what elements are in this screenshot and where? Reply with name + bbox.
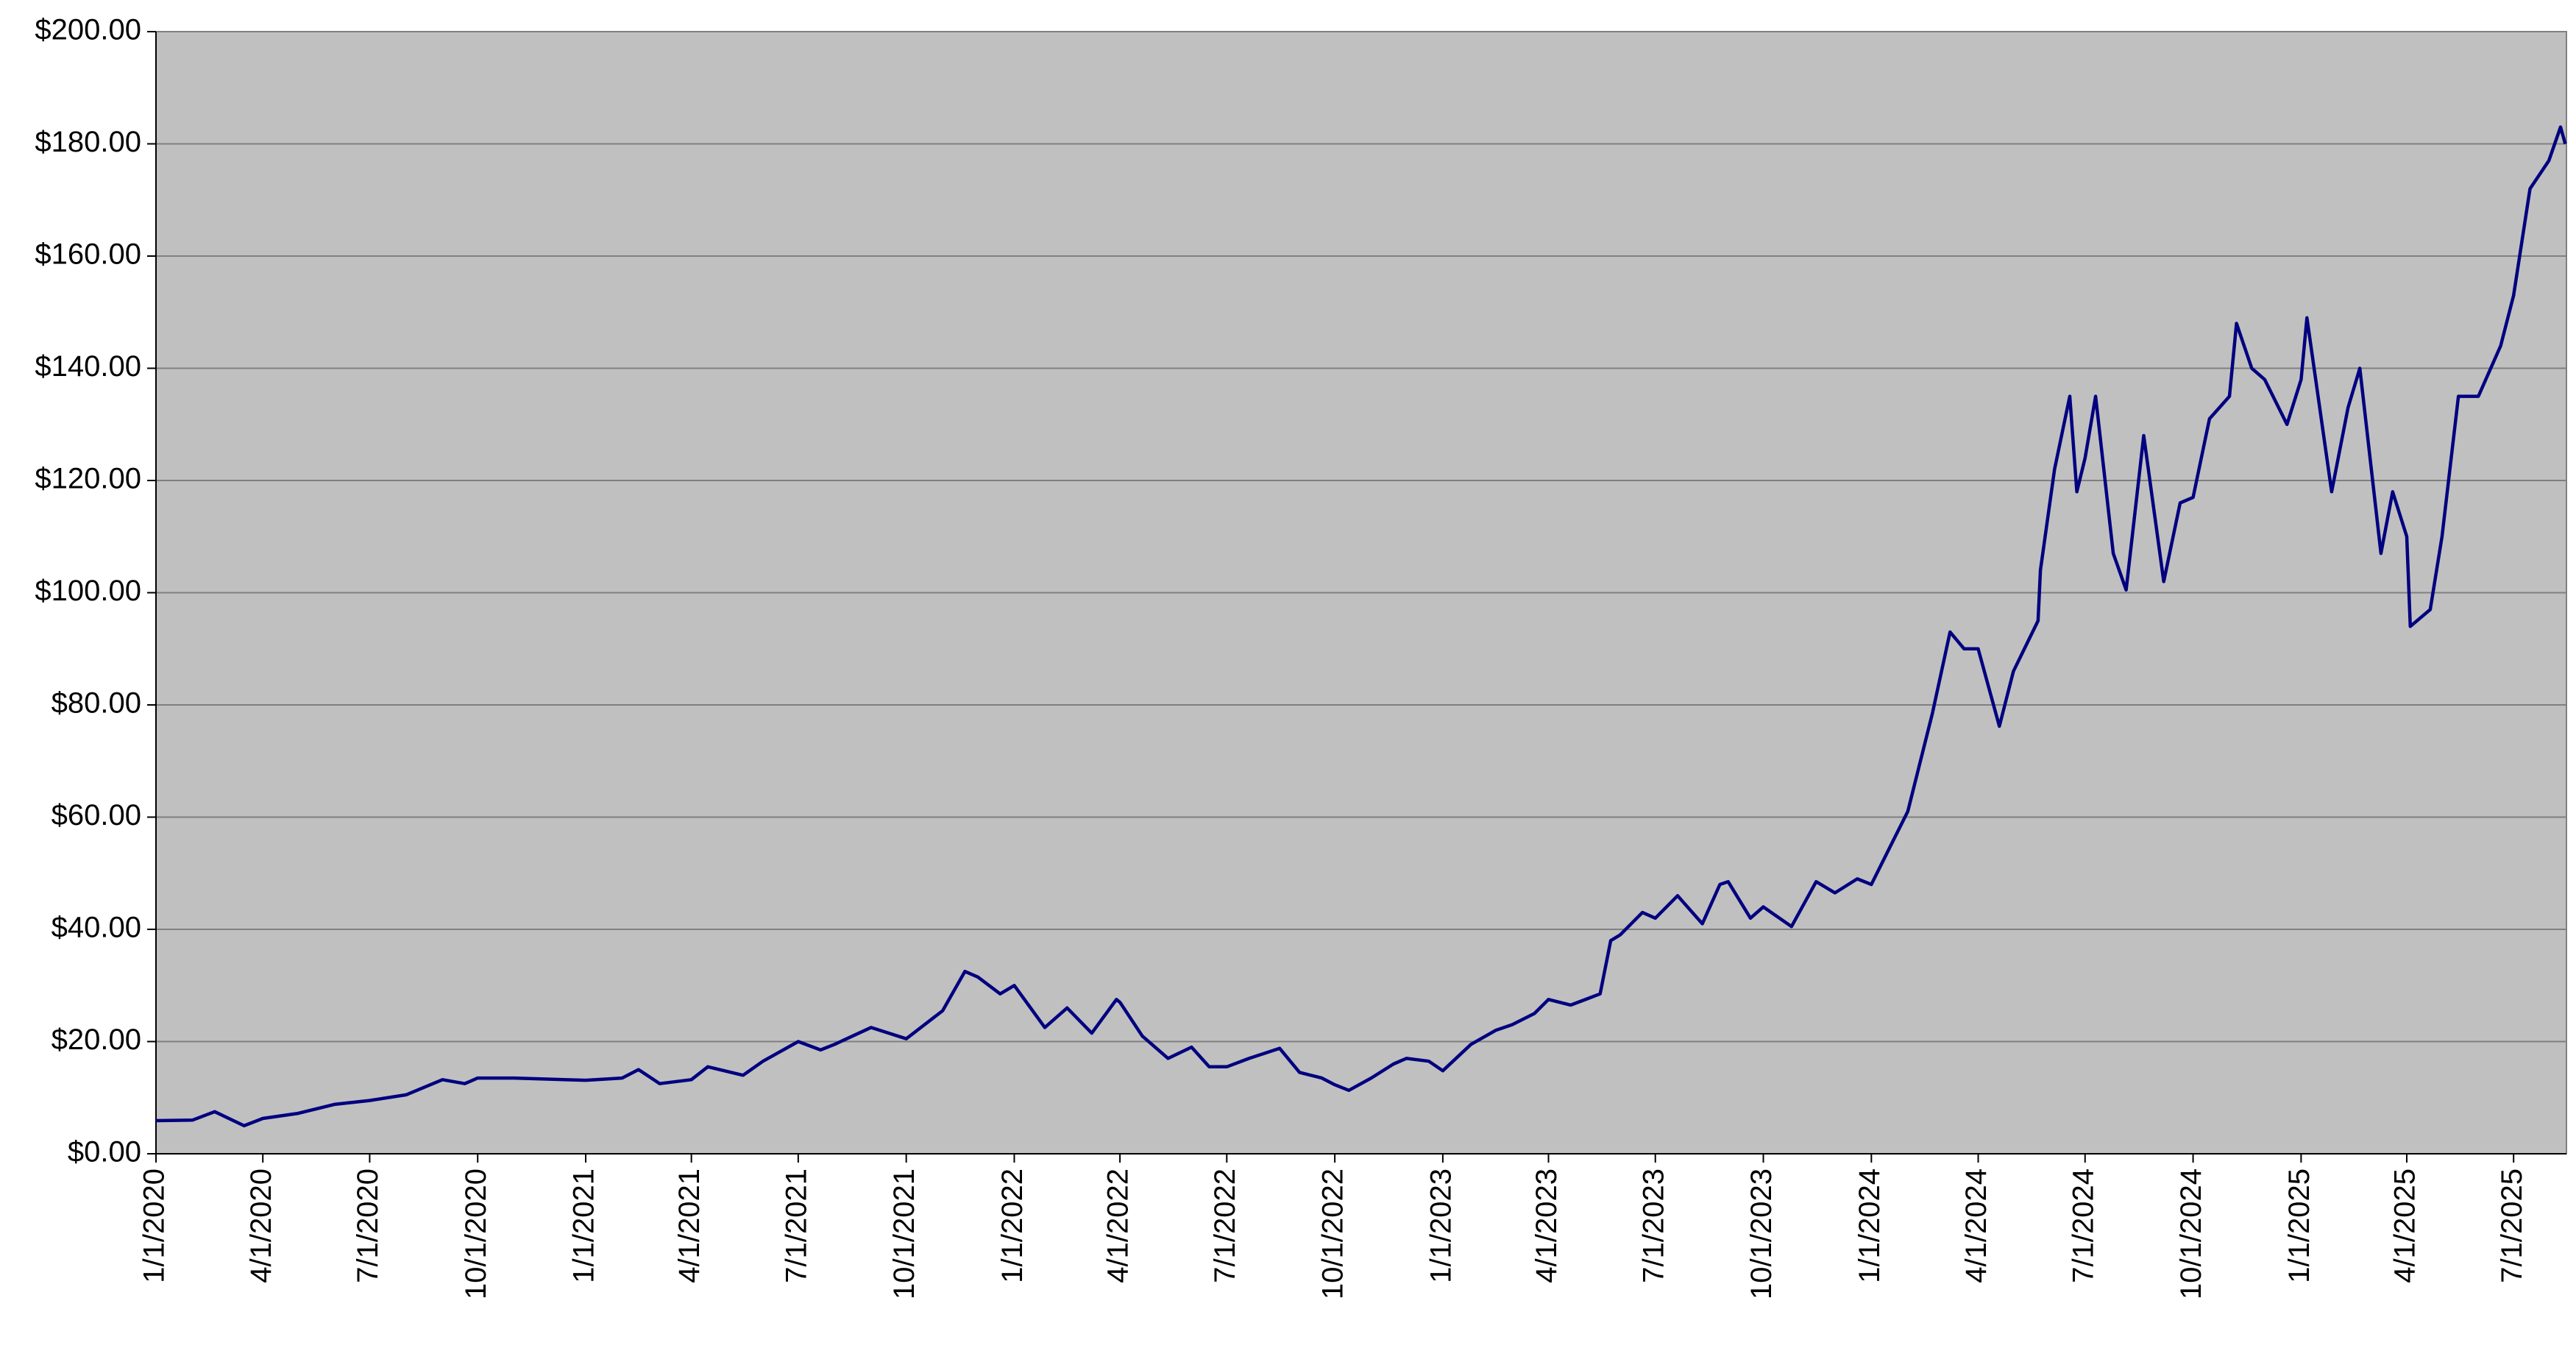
y-tick-label: $20.00 [52,1024,141,1056]
y-tick-label: $200.00 [35,14,141,46]
x-tick-label: 4/1/2020 [245,1168,277,1283]
x-tick-label: 4/1/2022 [1102,1168,1135,1283]
x-tick-label: 10/1/2023 [1745,1168,1778,1299]
x-tick-label: 7/1/2020 [352,1168,384,1283]
y-tick-label: $120.00 [35,463,141,495]
x-tick-label: 7/1/2025 [2496,1168,2528,1283]
y-tick-label: $40.00 [52,912,141,944]
x-tick-label: 7/1/2021 [780,1168,812,1283]
x-tick-label: 4/1/2021 [673,1168,706,1283]
x-tick-label: 10/1/2022 [1317,1168,1349,1299]
x-tick-label: 7/1/2023 [1637,1168,1670,1283]
y-tick-label: $140.00 [35,350,141,383]
x-tick-label: 10/1/2021 [888,1168,920,1299]
y-tick-label: $80.00 [52,687,141,720]
x-tick-label: 4/1/2024 [1960,1168,1993,1283]
x-tick-label: 10/1/2024 [2175,1168,2207,1299]
x-tick-label: 1/1/2024 [1853,1168,1886,1283]
x-tick-label: 7/1/2022 [1209,1168,1241,1283]
x-tick-label: 10/1/2020 [460,1168,492,1299]
x-tick-label: 1/1/2020 [138,1168,171,1283]
y-tick-label: $180.00 [35,126,141,158]
x-tick-label: 1/1/2021 [568,1168,600,1283]
x-tick-label: 7/1/2024 [2067,1168,2099,1283]
y-tick-label: $100.00 [35,575,141,607]
y-tick-label: $60.00 [52,799,141,831]
price-line [155,125,2567,1128]
x-tick-label: 1/1/2023 [1424,1168,1457,1283]
x-tick-label: 4/1/2023 [1530,1168,1563,1283]
y-tick-label: $0.00 [68,1136,141,1168]
x-tick-label: 1/1/2022 [996,1168,1029,1283]
x-tick-label: 1/1/2025 [2283,1168,2316,1283]
y-tick-label: $160.00 [35,238,141,271]
x-tick-label: 4/1/2025 [2389,1168,2421,1283]
